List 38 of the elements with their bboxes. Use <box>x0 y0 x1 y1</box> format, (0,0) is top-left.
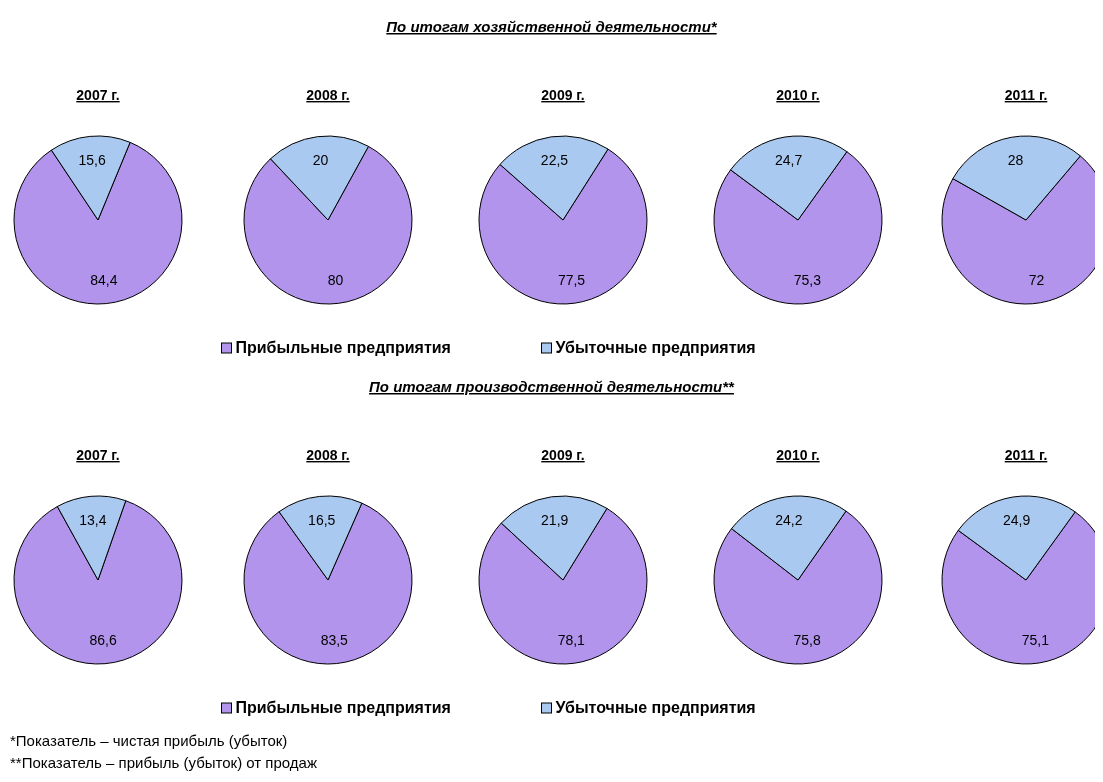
text: **Показатель – прибыль (убыток) от продаж <box>10 754 317 771</box>
data-label: 24,2 <box>775 512 803 529</box>
data-label: 20 <box>312 152 329 168</box>
chart-title: 2007 г. <box>76 447 120 463</box>
text: По итогам производственной деятельности** <box>369 378 736 395</box>
data-label: 84,4 <box>90 272 118 289</box>
data-label: 28 <box>1007 152 1024 169</box>
chart-title: 2009 г. <box>541 447 585 463</box>
chart-title: 2008 г. <box>306 447 350 463</box>
data-label: 15,6 <box>78 151 106 168</box>
data-label: 75,3 <box>793 271 822 288</box>
text: *Показатель – чистая прибыль (убыток) <box>10 732 288 749</box>
legend-label: Прибыльные предприятия <box>235 339 451 356</box>
data-label: 75,1 <box>1021 631 1050 648</box>
data-label: 80 <box>327 272 344 288</box>
data-label: 83,5 <box>320 632 349 649</box>
data-label: 75,8 <box>793 631 821 648</box>
data-label: 16,5 <box>308 511 336 528</box>
data-label: 22,5 <box>540 152 569 169</box>
chart-title: 2011 г. <box>1004 447 1048 463</box>
chart-title: 2010 г. <box>776 87 820 103</box>
data-label: 13,4 <box>79 511 107 528</box>
legend-label: Убыточные предприятия <box>555 339 756 356</box>
legend-label: Прибыльные предприятия <box>235 699 451 716</box>
data-label: 24,7 <box>775 152 803 169</box>
data-label: 24,9 <box>1002 512 1031 529</box>
text: По итогам хозяйственной деятельности* <box>386 18 718 35</box>
data-label: 72 <box>1028 271 1045 288</box>
data-label: 21,9 <box>541 512 569 529</box>
data-label: 78,1 <box>557 631 586 648</box>
legend-label: Убыточные предприятия <box>555 699 756 716</box>
chart-title: 2010 г. <box>776 447 820 463</box>
chart-title: 2007 г. <box>76 87 120 103</box>
chart-title: 2011 г. <box>1004 87 1048 103</box>
data-label: 86,6 <box>89 632 117 649</box>
chart-title: 2008 г. <box>306 87 350 103</box>
chart-title: 2009 г. <box>541 87 585 103</box>
data-label: 77,5 <box>557 271 586 288</box>
